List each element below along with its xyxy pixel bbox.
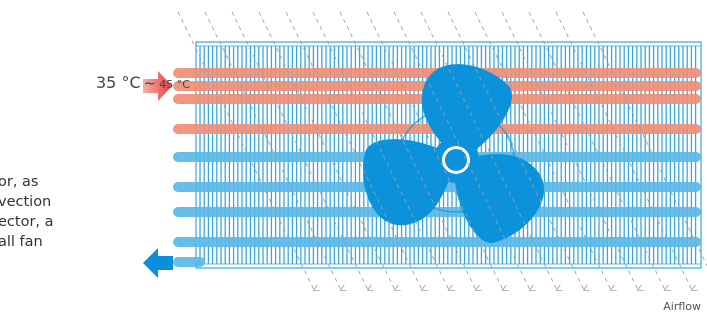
airflow-arrow (474, 11, 611, 290)
airflow-arrow (393, 11, 530, 290)
airflow-arrow (582, 11, 707, 267)
airflow-arrow (366, 11, 503, 290)
airflow-arrow (204, 11, 341, 290)
cold-arrow-shape (143, 248, 173, 278)
description-text: or, as vection ector, a all fan (0, 172, 158, 252)
cold-outlet-arrow-icon (143, 248, 173, 278)
temperature-high: 45 °C (159, 78, 190, 91)
description-line: vection (0, 194, 52, 210)
airflow-arrow (177, 11, 314, 290)
temperature-range-label: 35 °C ~45 °C (96, 73, 190, 92)
airflow-arrow (312, 11, 449, 290)
temperature-separator: ~ (143, 74, 157, 92)
fan-blade (421, 64, 512, 160)
temperature-low: 35 °C (96, 73, 141, 92)
fan-ring (397, 107, 515, 213)
airflow-arrow (231, 11, 368, 290)
airflow-arrows (177, 11, 707, 290)
description-line: ector, a (0, 214, 54, 230)
fan-hub-center (445, 149, 467, 171)
airflow-label: Airflow (663, 300, 701, 313)
fan-blade (362, 139, 456, 226)
description-line: or, as (0, 174, 39, 190)
airflow-arrow (339, 11, 476, 290)
fan-blade (454, 154, 544, 243)
description-line: all fan (0, 234, 43, 250)
fan-icon (362, 64, 544, 243)
airflow-arrow (420, 11, 557, 290)
airflow-arrow (258, 11, 395, 290)
airflow-arrow (285, 11, 422, 290)
airflow-arrow (447, 11, 584, 290)
airflow-arrow (528, 11, 665, 290)
hot-inlet-arrow-icon (143, 71, 172, 101)
airflow-arrow (501, 11, 638, 290)
airflow-arrow (555, 11, 692, 290)
hot-arrow-shape (143, 71, 172, 101)
